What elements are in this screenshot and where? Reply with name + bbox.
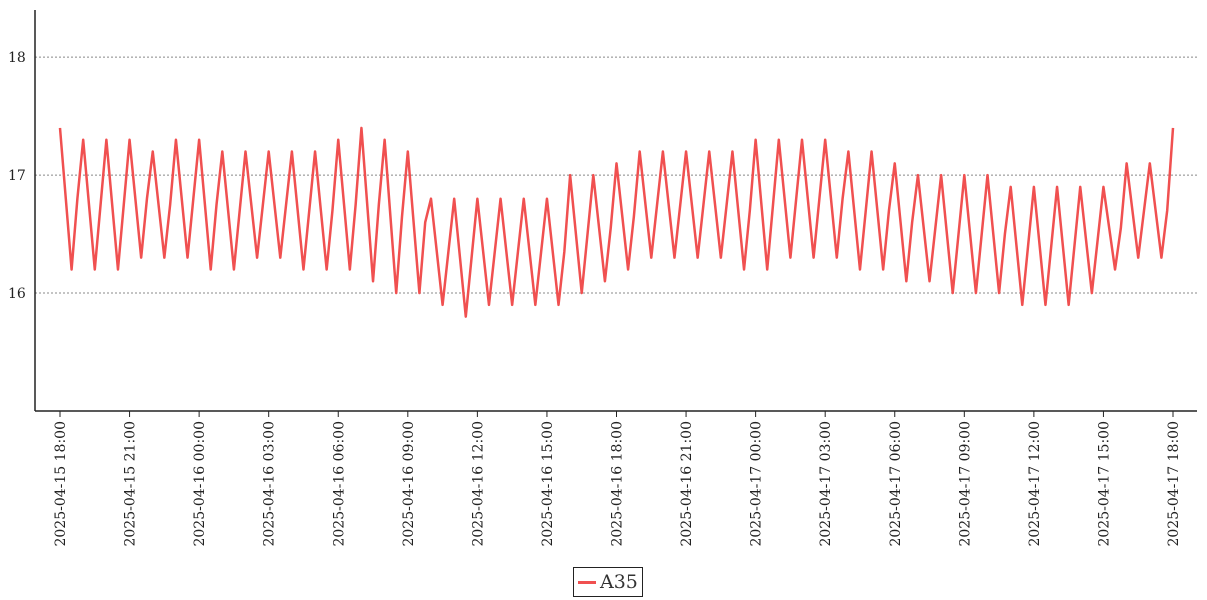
x-tick-label: 2025-04-16 15:00 <box>540 421 556 547</box>
x-tick-label: 2025-04-16 09:00 <box>401 421 417 547</box>
x-tick-label: 2025-04-15 21:00 <box>123 421 139 547</box>
x-tick-label: 2025-04-16 06:00 <box>331 421 347 547</box>
legend-swatch-a35 <box>578 580 596 584</box>
legend: A35 <box>573 567 643 597</box>
x-tick-label: 2025-04-17 06:00 <box>888 421 904 547</box>
x-tick-label: 2025-04-17 03:00 <box>818 421 834 547</box>
legend-label-a35: A35 <box>600 571 638 593</box>
y-tick-label: 18 <box>8 50 26 66</box>
series-layer <box>58 126 1175 318</box>
x-tick-label: 2025-04-17 15:00 <box>1096 421 1112 547</box>
x-tick-label: 2025-04-17 18:00 <box>1166 421 1182 547</box>
y-tick-label: 17 <box>8 168 26 184</box>
x-tick-label: 2025-04-16 03:00 <box>262 421 278 547</box>
x-tick-label: 2025-04-17 12:00 <box>1027 421 1043 547</box>
series-line-a35 <box>58 126 1175 318</box>
x-tick-label: 2025-04-16 12:00 <box>470 421 486 547</box>
x-tick-label: 2025-04-17 09:00 <box>957 421 973 547</box>
x-tick-label: 2025-04-16 00:00 <box>192 421 208 547</box>
x-tick-label: 2025-04-15 18:00 <box>53 421 69 547</box>
x-tick-label: 2025-04-16 18:00 <box>610 421 626 547</box>
y-axis-tick-labels: 16 17 18 <box>8 50 26 302</box>
y-tick-label: 16 <box>8 286 26 302</box>
x-tick-label: 2025-04-17 00:00 <box>749 421 765 547</box>
x-axis-ticks: 2025-04-15 18:00 2025-04-15 21:00 2025-04-… <box>53 411 1182 547</box>
x-tick-label: 2025-04-16 21:00 <box>679 421 695 547</box>
